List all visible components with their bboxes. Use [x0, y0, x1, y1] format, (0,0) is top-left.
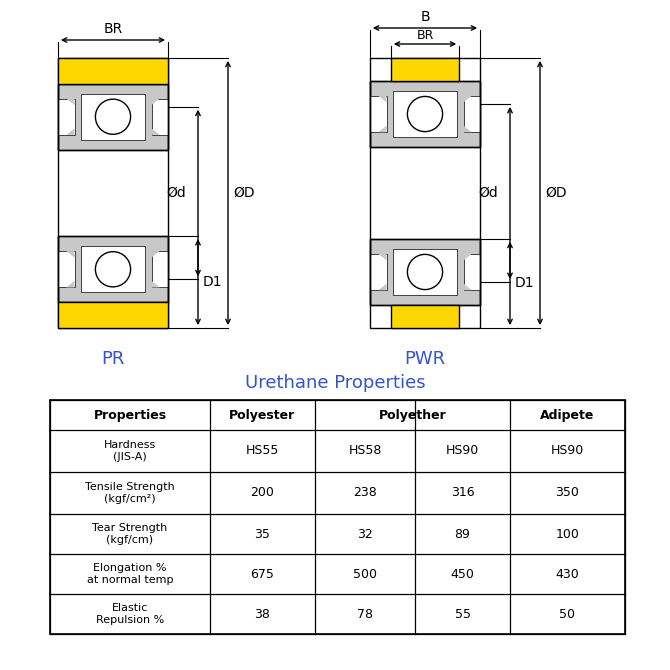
- Bar: [58, 237, 168, 302]
- Bar: [58, 84, 168, 150]
- Text: Elastic
Repulsion %: Elastic Repulsion %: [96, 603, 164, 625]
- Bar: [58, 302, 168, 328]
- Polygon shape: [66, 98, 74, 105]
- Text: 500: 500: [353, 567, 377, 580]
- Text: 675: 675: [251, 567, 275, 580]
- Bar: [370, 81, 480, 147]
- Polygon shape: [66, 251, 74, 258]
- Bar: [370, 81, 480, 147]
- Bar: [391, 305, 459, 328]
- Polygon shape: [151, 129, 159, 135]
- Circle shape: [407, 96, 443, 131]
- Text: ØD: ØD: [545, 186, 567, 200]
- Text: Tensile Strength
(kgf/cm²): Tensile Strength (kgf/cm²): [85, 482, 175, 504]
- Text: B: B: [420, 10, 430, 24]
- Polygon shape: [66, 281, 74, 287]
- Polygon shape: [151, 251, 159, 258]
- Text: Hardness
(JIS-A): Hardness (JIS-A): [104, 440, 156, 462]
- Text: 430: 430: [555, 567, 580, 580]
- Bar: [370, 239, 480, 305]
- Bar: [370, 239, 480, 305]
- Bar: [81, 94, 145, 140]
- Polygon shape: [379, 254, 387, 261]
- Text: HS90: HS90: [551, 444, 584, 458]
- Text: Polyether: Polyether: [379, 409, 446, 421]
- Text: ØD: ØD: [233, 186, 255, 200]
- Text: BR: BR: [103, 22, 123, 36]
- Bar: [58, 58, 168, 328]
- Text: HS58: HS58: [348, 444, 382, 458]
- Bar: [370, 96, 387, 132]
- Text: 55: 55: [454, 608, 470, 620]
- Text: Properties: Properties: [93, 409, 167, 421]
- Bar: [81, 246, 145, 292]
- Polygon shape: [464, 254, 472, 261]
- Text: 35: 35: [255, 527, 271, 541]
- Bar: [58, 237, 168, 302]
- Bar: [393, 91, 457, 137]
- Polygon shape: [464, 126, 472, 132]
- Polygon shape: [151, 281, 159, 287]
- Text: 89: 89: [454, 527, 470, 541]
- Text: Ød: Ød: [478, 186, 498, 200]
- Text: PWR: PWR: [405, 350, 446, 368]
- Text: 200: 200: [251, 486, 275, 500]
- Bar: [50, 400, 625, 634]
- Text: BR: BR: [416, 29, 433, 42]
- Polygon shape: [151, 98, 159, 105]
- Text: Ød: Ød: [166, 186, 186, 200]
- Polygon shape: [66, 129, 74, 135]
- Text: 78: 78: [357, 608, 373, 620]
- Bar: [58, 84, 168, 150]
- Bar: [151, 98, 168, 135]
- Text: Urethane Properties: Urethane Properties: [245, 374, 425, 392]
- Bar: [370, 58, 480, 328]
- Bar: [58, 98, 74, 135]
- Polygon shape: [464, 283, 472, 290]
- Circle shape: [95, 252, 131, 287]
- Text: 238: 238: [353, 486, 377, 500]
- Polygon shape: [464, 96, 472, 103]
- Text: 316: 316: [451, 486, 474, 500]
- Polygon shape: [379, 96, 387, 103]
- Bar: [151, 251, 168, 287]
- Text: 450: 450: [450, 567, 474, 580]
- Bar: [393, 249, 457, 295]
- Text: PR: PR: [101, 350, 125, 368]
- Text: 38: 38: [255, 608, 271, 620]
- Bar: [58, 58, 168, 84]
- Text: Tear Strength
(kgf/cm): Tear Strength (kgf/cm): [92, 523, 168, 545]
- Bar: [464, 96, 480, 132]
- Bar: [370, 254, 387, 290]
- Text: D1: D1: [515, 277, 535, 291]
- Bar: [58, 251, 74, 287]
- Text: Elongation %
at normal temp: Elongation % at normal temp: [86, 563, 174, 585]
- Text: 32: 32: [357, 527, 373, 541]
- Text: D1: D1: [203, 275, 222, 289]
- Circle shape: [407, 255, 443, 289]
- Text: 350: 350: [555, 486, 580, 500]
- Polygon shape: [379, 126, 387, 132]
- Text: HS55: HS55: [246, 444, 279, 458]
- Polygon shape: [379, 283, 387, 290]
- Text: 100: 100: [555, 527, 580, 541]
- Text: 50: 50: [559, 608, 576, 620]
- Text: Adipete: Adipete: [540, 409, 595, 421]
- Text: HS90: HS90: [446, 444, 479, 458]
- Bar: [391, 58, 459, 81]
- Bar: [464, 254, 480, 290]
- Circle shape: [95, 99, 131, 134]
- Text: Polyester: Polyester: [229, 409, 295, 421]
